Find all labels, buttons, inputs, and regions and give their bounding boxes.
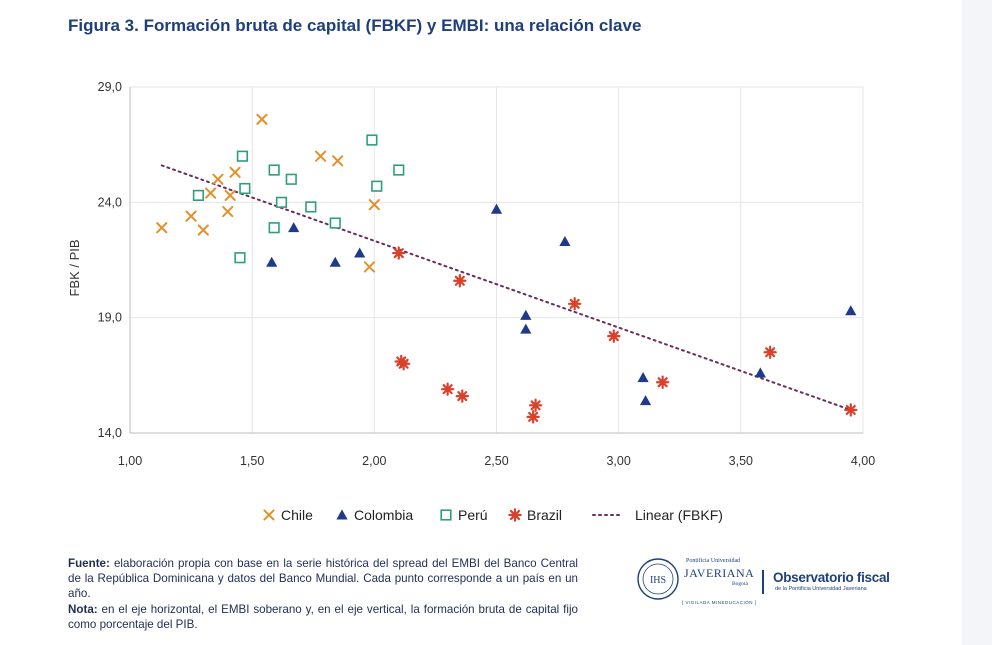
data-point-per xyxy=(285,173,297,185)
data-point-colombia xyxy=(520,309,532,320)
legend-label-trend: Linear (FBKF) xyxy=(635,507,723,523)
data-point-colombia xyxy=(329,256,341,267)
x-tick-label: 2,00 xyxy=(362,454,386,468)
legend-marker-brazil xyxy=(508,508,522,522)
data-point-per xyxy=(234,252,246,264)
data-point-colombia xyxy=(266,256,278,267)
data-point-colombia xyxy=(637,372,649,383)
data-point-brazil xyxy=(440,382,455,396)
data-point-per xyxy=(393,164,405,176)
data-point-colombia xyxy=(639,395,652,406)
data-point-brazil xyxy=(607,329,621,343)
x-tick-label: 2,50 xyxy=(484,454,508,468)
data-point-brazil xyxy=(763,345,777,359)
x-tick-label: 1,00 xyxy=(118,454,142,468)
scatter-chart: 1,00 1,50 2,00 2,50 3,00 3,50 4,00 14,0 19,0 24,0… xyxy=(67,80,876,523)
data-point-colombia xyxy=(754,367,766,378)
tick-labels: 1,00 1,50 2,00 2,50 3,00 3,50 4,00 14,0 19,0 24,0… xyxy=(98,80,876,468)
data-point-per xyxy=(192,189,205,202)
data-point-brazil xyxy=(526,410,540,424)
data-point-brazil xyxy=(655,375,670,389)
data-point-chile xyxy=(205,187,217,199)
data-point-colombia xyxy=(288,222,300,233)
university-city: Bogotá xyxy=(732,581,748,587)
university-name: JAVERIANA xyxy=(684,566,755,580)
data-point-chile xyxy=(368,199,380,211)
data-point-per xyxy=(239,182,251,195)
legend-marker-per xyxy=(440,509,452,521)
seal-text: IHS xyxy=(650,575,666,586)
university-small-label: Pontificia Universidad xyxy=(686,558,741,564)
legend-label-brazil: Brazil xyxy=(527,507,562,523)
logos: IHS Pontificia Universidad JAVERIANA Bog… xyxy=(636,555,896,615)
logo-divider xyxy=(762,570,764,594)
axes xyxy=(129,87,863,434)
x-tick-label: 3,00 xyxy=(606,454,630,468)
data-point-per xyxy=(366,134,378,146)
note-text: en el eje horizontal, el EMBI soberano y… xyxy=(68,602,578,631)
data-point-chile xyxy=(156,222,168,234)
data-point-colombia xyxy=(559,235,571,247)
x-tick-label: 4,00 xyxy=(851,454,875,468)
data-point-colombia xyxy=(845,305,857,316)
data-point-chile xyxy=(212,173,224,185)
legend-marker-chile xyxy=(263,509,275,521)
data-point-brazil xyxy=(844,403,858,417)
x-tick-label: 1,50 xyxy=(240,454,264,468)
data-point-per xyxy=(275,196,288,208)
figure-title: Figura 3. Formación bruta de capital (FB… xyxy=(68,16,642,35)
data-point-brazil xyxy=(567,297,582,311)
data-point-brazil xyxy=(392,246,406,260)
y-tick-label: 24,0 xyxy=(98,195,122,209)
data-point-brazil xyxy=(453,274,467,288)
x-tick-label: 3,50 xyxy=(729,454,753,468)
legend-label-chile: Chile xyxy=(281,507,313,523)
data-point-per xyxy=(329,217,341,229)
data-point-brazil xyxy=(396,357,411,371)
data-point-chile xyxy=(363,261,376,273)
data-point-per xyxy=(371,180,383,192)
data-point-chile xyxy=(314,150,327,162)
data-point-chile xyxy=(229,166,241,178)
data-point-brazil xyxy=(528,398,543,413)
data-point-chile xyxy=(256,113,268,125)
observatorio-logo-title: Observatorio fiscal xyxy=(773,570,890,585)
data-point-chile xyxy=(197,224,209,236)
y-tick-label: 19,0 xyxy=(98,311,122,325)
data-point-colombia xyxy=(490,203,503,214)
y-axis-label: FBK / PIB xyxy=(67,239,82,296)
observatorio-logo-subtitle: de la Pontificia Universidad Javeriana xyxy=(775,586,867,592)
data-point-chile xyxy=(222,205,234,218)
data-point-per xyxy=(305,201,317,213)
note-label: Nota: xyxy=(68,602,98,616)
legend-label-colombia: Colombia xyxy=(354,507,413,523)
source-text: elaboración propia con base en la serie … xyxy=(68,557,578,601)
data-point-per xyxy=(268,164,280,176)
javeriana-seal-icon: IHS xyxy=(637,558,679,600)
data-point-chile xyxy=(332,155,344,167)
legend-label-per: Perú xyxy=(458,507,488,523)
right-margin-strip xyxy=(962,0,992,645)
data-point-colombia xyxy=(520,323,532,334)
data-point-per xyxy=(236,150,248,162)
data-points xyxy=(156,113,858,424)
legend-marker-colombia xyxy=(336,509,348,520)
chart-legend: Chile Colombia Perú Brazil Linear (FBKF) xyxy=(263,507,723,523)
university-tag: [ VIGILADA MINEDUCACIÓN ] xyxy=(682,600,757,605)
data-point-brazil xyxy=(455,389,469,403)
data-point-chile xyxy=(185,210,197,222)
source-label: Fuente: xyxy=(68,557,110,570)
figure-footnote: Fuente: elaboración propia con base en l… xyxy=(68,556,578,632)
y-tick-label: 29,0 xyxy=(98,80,122,94)
data-point-per xyxy=(268,222,280,234)
data-point-chile xyxy=(224,189,236,202)
data-point-colombia xyxy=(354,247,366,258)
y-tick-label: 14,0 xyxy=(98,426,122,440)
